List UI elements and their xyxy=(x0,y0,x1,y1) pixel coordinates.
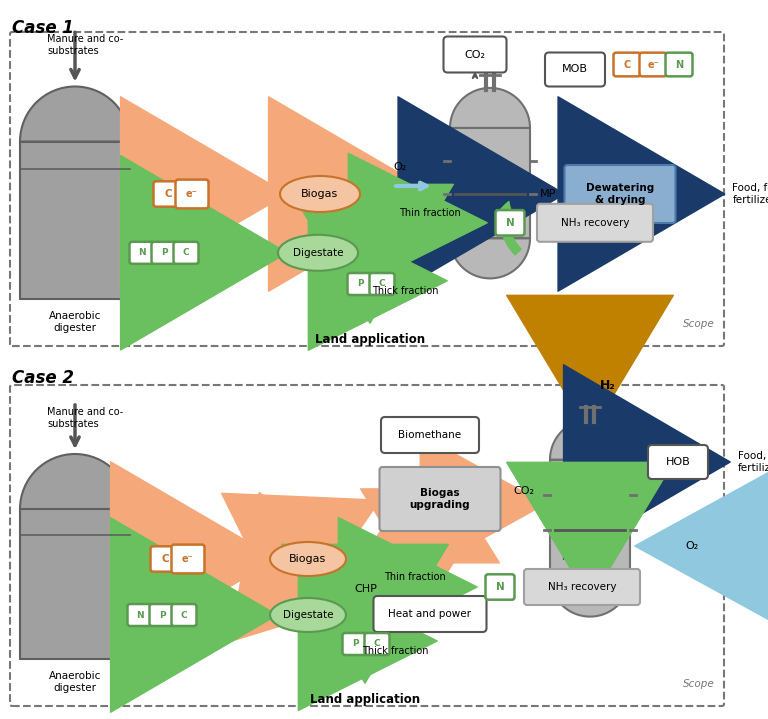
Text: NH₃ recovery: NH₃ recovery xyxy=(561,218,629,228)
Text: Dewatering
& drying: Dewatering & drying xyxy=(586,183,654,205)
Text: CHP: CHP xyxy=(355,584,378,594)
Text: C: C xyxy=(161,554,169,564)
Text: MOB: MOB xyxy=(562,65,588,75)
Wedge shape xyxy=(450,88,530,128)
FancyBboxPatch shape xyxy=(20,509,130,659)
Text: N: N xyxy=(675,60,683,70)
FancyBboxPatch shape xyxy=(381,417,479,453)
Text: Thin fraction: Thin fraction xyxy=(399,208,461,218)
Text: C: C xyxy=(180,610,187,620)
FancyBboxPatch shape xyxy=(524,569,640,605)
FancyBboxPatch shape xyxy=(485,574,515,600)
FancyBboxPatch shape xyxy=(150,604,174,626)
FancyBboxPatch shape xyxy=(343,633,368,655)
FancyBboxPatch shape xyxy=(130,242,154,264)
Text: Case 1: Case 1 xyxy=(12,19,74,37)
FancyBboxPatch shape xyxy=(365,633,389,655)
Text: C: C xyxy=(164,189,172,199)
Text: P: P xyxy=(356,280,363,288)
FancyBboxPatch shape xyxy=(151,242,177,264)
Text: N: N xyxy=(505,218,515,228)
Text: CO₂: CO₂ xyxy=(465,50,485,60)
Wedge shape xyxy=(550,577,630,617)
Text: Thin fraction: Thin fraction xyxy=(384,572,446,582)
FancyBboxPatch shape xyxy=(545,52,605,86)
Text: HOB: HOB xyxy=(666,457,690,467)
FancyBboxPatch shape xyxy=(495,210,525,236)
Text: Food, feed,
fertilizer: Food, feed, fertilizer xyxy=(738,452,768,473)
FancyBboxPatch shape xyxy=(347,273,372,295)
FancyBboxPatch shape xyxy=(648,445,708,479)
Text: N: N xyxy=(495,582,505,592)
FancyBboxPatch shape xyxy=(537,203,653,242)
Text: Digestate: Digestate xyxy=(293,248,343,258)
FancyBboxPatch shape xyxy=(564,165,676,223)
Wedge shape xyxy=(20,454,130,509)
Text: Scope: Scope xyxy=(684,319,715,329)
FancyBboxPatch shape xyxy=(171,604,197,626)
Text: Manure and co-
substrates: Manure and co- substrates xyxy=(47,407,123,429)
Text: Land application: Land application xyxy=(310,693,420,706)
Text: Biomethane: Biomethane xyxy=(399,430,462,440)
FancyBboxPatch shape xyxy=(127,604,153,626)
Text: H₂: H₂ xyxy=(600,379,616,392)
FancyBboxPatch shape xyxy=(151,546,180,572)
Ellipse shape xyxy=(278,235,358,271)
FancyBboxPatch shape xyxy=(443,37,507,73)
FancyBboxPatch shape xyxy=(640,52,667,76)
Text: Land application: Land application xyxy=(315,333,425,346)
Ellipse shape xyxy=(270,542,346,576)
FancyBboxPatch shape xyxy=(176,180,208,209)
FancyBboxPatch shape xyxy=(154,181,183,206)
Text: e⁻: e⁻ xyxy=(186,189,198,199)
Text: e⁻: e⁻ xyxy=(647,60,659,70)
Text: Anaerobic
digester: Anaerobic digester xyxy=(49,311,101,333)
FancyBboxPatch shape xyxy=(369,273,395,295)
Ellipse shape xyxy=(280,176,360,212)
FancyBboxPatch shape xyxy=(666,52,693,76)
Text: e⁻: e⁻ xyxy=(182,554,194,564)
Wedge shape xyxy=(450,239,530,278)
Text: Food, feed,
fertilizer: Food, feed, fertilizer xyxy=(733,183,768,205)
Text: Thick fraction: Thick fraction xyxy=(372,285,439,296)
Text: Thick fraction: Thick fraction xyxy=(362,646,429,656)
Text: MP: MP xyxy=(540,189,556,199)
Text: P: P xyxy=(161,248,167,257)
Text: C: C xyxy=(624,60,631,70)
Text: Digestate: Digestate xyxy=(283,610,333,620)
Text: Heat and power: Heat and power xyxy=(389,609,472,619)
Wedge shape xyxy=(20,86,130,142)
Text: P: P xyxy=(352,639,359,649)
Text: O₂: O₂ xyxy=(393,162,406,172)
Text: Anaerobic
digester: Anaerobic digester xyxy=(49,671,101,692)
Text: Biogas: Biogas xyxy=(290,554,326,564)
Text: C: C xyxy=(379,280,386,288)
Text: C: C xyxy=(374,639,380,649)
Text: CO₂: CO₂ xyxy=(513,486,535,496)
Text: C: C xyxy=(183,248,190,257)
Text: Biogas
upgrading: Biogas upgrading xyxy=(409,488,470,510)
Text: Case 2: Case 2 xyxy=(12,369,74,387)
Ellipse shape xyxy=(270,598,346,632)
Text: O₂: O₂ xyxy=(685,541,698,551)
FancyBboxPatch shape xyxy=(373,596,486,632)
FancyBboxPatch shape xyxy=(174,242,198,264)
Text: N: N xyxy=(138,248,146,257)
Text: Biogas: Biogas xyxy=(301,189,339,199)
FancyBboxPatch shape xyxy=(614,52,641,76)
Wedge shape xyxy=(550,420,630,459)
FancyBboxPatch shape xyxy=(20,142,130,299)
Text: Scope: Scope xyxy=(684,679,715,689)
FancyBboxPatch shape xyxy=(10,32,724,346)
FancyBboxPatch shape xyxy=(10,385,724,706)
FancyArrowPatch shape xyxy=(497,201,521,255)
FancyBboxPatch shape xyxy=(450,128,530,239)
FancyBboxPatch shape xyxy=(379,467,501,531)
FancyBboxPatch shape xyxy=(171,544,204,573)
Text: P: P xyxy=(159,610,165,620)
Text: Manure and co-
substrates: Manure and co- substrates xyxy=(47,35,123,56)
Text: N: N xyxy=(136,610,144,620)
Text: NH₃ recovery: NH₃ recovery xyxy=(548,582,616,592)
FancyBboxPatch shape xyxy=(550,459,630,577)
